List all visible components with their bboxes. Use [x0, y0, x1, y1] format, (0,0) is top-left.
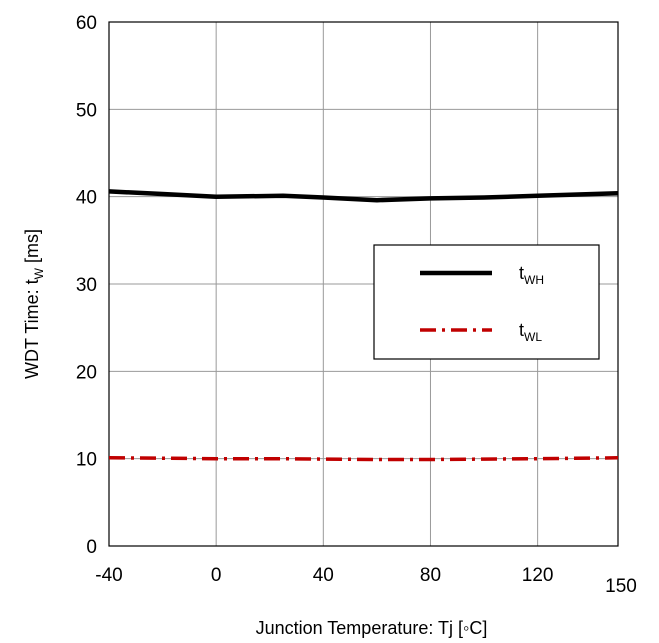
y-tick-label: 10 [76, 450, 97, 471]
y-tick-label: 40 [76, 188, 97, 209]
x-tick-label: 0 [211, 565, 222, 586]
y-axis-title-subscript: W [32, 267, 46, 279]
x-axis-title: Junction Temperature: Tj [◦C] [256, 618, 488, 638]
y-tick-label: 60 [76, 13, 97, 34]
legend-label-2: tWL [519, 320, 542, 344]
y-axis-title: WDT Time: tW [ms] [22, 229, 46, 379]
series-line-2 [108, 456, 619, 462]
y-tick-label: 30 [76, 275, 97, 296]
y-tick-label: 20 [76, 362, 97, 383]
y-axis-title-prefix: WDT Time: t [22, 279, 42, 379]
plot-frame [108, 21, 619, 547]
y-tick-labels: 0 10 20 30 40 50 60 [76, 13, 97, 558]
y-tick-label: 50 [76, 100, 97, 121]
legend-box [373, 244, 600, 360]
x-axis-end-label: 150 [605, 576, 637, 597]
legend-label-1: tWH [519, 263, 544, 287]
x-tick-labels: -40 0 40 80 120 [95, 565, 553, 586]
x-tick-label: -40 [95, 565, 122, 586]
series-line-1 [108, 189, 619, 203]
y-axis-title-suffix: [ms] [22, 229, 42, 268]
y-tick-label: 0 [86, 537, 97, 558]
series-layer [108, 189, 619, 462]
x-tick-label: 80 [420, 565, 441, 586]
legend: tWH tWL [373, 244, 600, 360]
x-tick-label: 120 [522, 565, 554, 586]
x-tick-label: 40 [313, 565, 334, 586]
